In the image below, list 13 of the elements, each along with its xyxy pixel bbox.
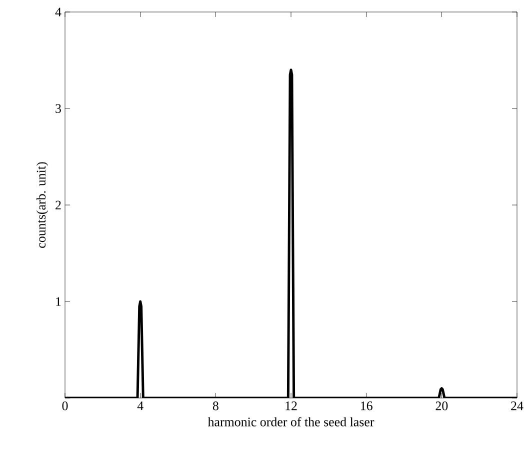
x-tick-label: 8 [212, 402, 218, 410]
x-axis-title: harmonic order of the seed laser [208, 417, 374, 426]
x-tick-label: 24 [511, 402, 524, 410]
y-tick-label: 4 [55, 8, 62, 16]
y-tick-label: 1 [56, 297, 61, 306]
x-tick-label: 4 [137, 402, 144, 410]
y-tick-label: 3 [56, 104, 61, 113]
y-tick-label: 2 [56, 200, 61, 210]
y-axis-title: counts(arb. unit) [36, 162, 48, 248]
x-tick-label: 12 [286, 402, 297, 410]
x-tick-label: 16 [361, 402, 372, 410]
x-tick-label: 20 [436, 402, 448, 410]
x-tick-label: 0 [62, 402, 68, 410]
